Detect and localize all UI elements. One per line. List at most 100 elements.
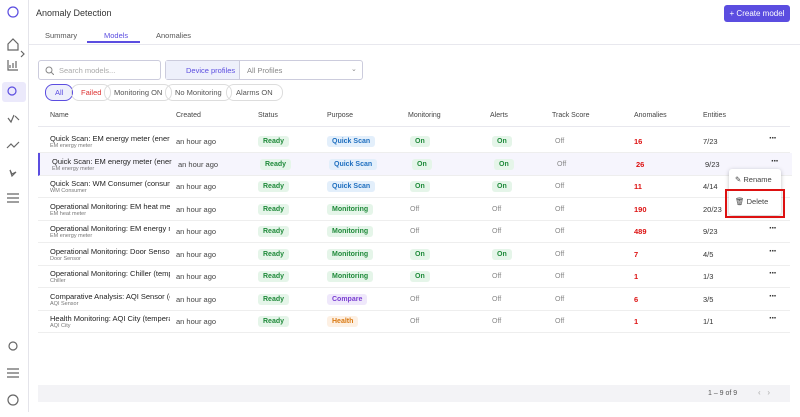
row-actions[interactable]: ··· — [769, 290, 777, 302]
created: an hour ago — [176, 317, 217, 326]
tab[interactable]: Summary — [45, 31, 78, 40]
search-box[interactable]: Search models... — [38, 60, 161, 80]
context-menu: ✎ Rename 🗑 Delete — [729, 169, 781, 215]
model-name: Operational Monitoring: EM energy mete — [50, 224, 170, 233]
track-score: Off — [557, 160, 567, 168]
user-icon[interactable] — [7, 394, 19, 406]
pagination-bar: 1 – 9 of 9 ‹ › — [38, 385, 790, 402]
column-header: Monitoring — [408, 112, 441, 119]
row-actions[interactable]: ··· — [769, 268, 777, 279]
row-actions[interactable]: ··· — [769, 245, 777, 257]
track-score: Off — [555, 295, 565, 303]
created: an hour ago — [176, 272, 217, 281]
alerts: On — [492, 248, 512, 260]
table-row[interactable]: Operational Monitoring: EM energy meteEM… — [38, 220, 790, 243]
entities: 9/23 — [703, 227, 718, 236]
alerts: Off — [492, 318, 502, 325]
table-row[interactable]: Quick Scan: WM Consumer (consumptioWM Co… — [38, 175, 790, 198]
header-divider — [38, 126, 790, 127]
row-actions[interactable]: ··· — [769, 313, 777, 324]
anomalies: 1 — [634, 317, 639, 326]
menu-icon[interactable] — [7, 193, 19, 203]
main: Anomaly Detection + Create model Summary… — [29, 0, 800, 412]
menu-rename[interactable]: ✎ Rename — [735, 175, 772, 184]
monitoring: Off — [410, 205, 420, 213]
menu-delete[interactable]: 🗑 Delete — [735, 197, 769, 206]
profiles-value: All Profiles — [247, 66, 283, 75]
model-name: Operational Monitoring: EM heat meter — [50, 201, 170, 211]
column-header: Anomalies — [634, 112, 667, 119]
entities: 4/14 — [703, 182, 718, 191]
page-title: Anomaly Detection — [36, 8, 112, 18]
home-icon[interactable] — [7, 38, 19, 51]
highlight-box — [725, 189, 785, 218]
sidebar-icons — [2, 6, 26, 406]
chart-icon[interactable] — [7, 60, 18, 71]
pagination: 1 – 9 of 9 — [708, 390, 738, 397]
table-row[interactable]: Quick Scan: EM energy meter (energyCoEM … — [38, 152, 792, 176]
tab-active[interactable]: Models — [104, 31, 129, 40]
table-row[interactable]: Operational Monitoring: Door Sensor (E Do… — [38, 243, 790, 266]
filters-icon[interactable] — [7, 368, 19, 378]
created: an hour ago — [176, 204, 217, 214]
create-button[interactable]: + Create model — [724, 5, 790, 22]
purpose: Monitoring — [327, 226, 374, 237]
purpose: Health — [327, 316, 359, 327]
purpose: Monitoring — [327, 271, 374, 282]
profile-select[interactable]: Device profiles All Profiles ⌄ — [165, 60, 363, 80]
track-score: Off — [555, 228, 565, 235]
entities: 3/5 — [703, 294, 714, 304]
row-actions[interactable]: ··· — [769, 223, 777, 234]
table-row[interactable]: Health Monitoring: AQI City (temperatu AQ… — [38, 310, 790, 333]
column-header: Alerts — [490, 112, 508, 119]
filter-chip[interactable]: Monitoring ON — [104, 84, 173, 101]
column-header: Track Score — [552, 112, 590, 119]
alerts: Off — [492, 295, 502, 303]
search-placeholder: Search models... — [59, 66, 116, 75]
entities: 4/5 — [703, 249, 714, 259]
created: an hour ago — [176, 227, 217, 236]
sparkle-icon[interactable] — [9, 169, 17, 178]
row-actions[interactable]: ··· — [771, 155, 779, 167]
filter-chip[interactable]: Failed — [71, 84, 112, 101]
collapse-icon[interactable] — [20, 50, 25, 58]
entities: 1/3 — [703, 272, 714, 281]
table-row[interactable]: Operational Monitoring: Chiller (tempe Ch… — [38, 265, 790, 288]
model-name: Operational Monitoring: Door Sensor (E — [50, 246, 170, 256]
monitoring: Off — [410, 318, 420, 325]
monitoring: On — [410, 181, 430, 192]
created: an hour ago — [176, 249, 217, 259]
table-row[interactable]: Operational Monitoring: EM heat meter EM … — [38, 198, 790, 221]
model-name: Comparative Analysis: AQI Sensor (o3, t — [50, 291, 170, 301]
track-score: Off — [555, 183, 565, 190]
device-name: EM energy meter — [50, 233, 93, 239]
anomalies: 1 — [634, 272, 639, 281]
device-name: Chiller — [50, 278, 66, 284]
logo — [7, 6, 19, 18]
device-profiles-label: Device profiles — [186, 66, 236, 75]
search-icon[interactable] — [7, 86, 17, 96]
settings-icon[interactable] — [8, 341, 18, 351]
status: Ready — [258, 226, 290, 237]
monitoring: On — [410, 271, 430, 282]
anomalies: 6 — [634, 294, 639, 304]
track-score: Off — [555, 205, 565, 213]
table-row[interactable]: Comparative Analysis: AQI Sensor (o3, tA… — [38, 288, 790, 311]
alerts: On — [492, 136, 512, 147]
filter-chip[interactable]: Alarms ON — [226, 84, 283, 101]
trend-icon[interactable] — [6, 141, 20, 149]
formula-icon[interactable] — [7, 114, 20, 124]
alerts: On — [492, 181, 512, 192]
entities: 20/23 — [703, 204, 722, 214]
filter-chip[interactable]: All — [45, 84, 74, 101]
sidebar — [0, 0, 29, 412]
row-actions[interactable]: ··· — [769, 133, 777, 144]
monitoring: Off — [410, 295, 420, 303]
track-score: Off — [555, 138, 565, 145]
monitoring: On — [410, 248, 430, 260]
status: Ready — [260, 158, 292, 170]
table-row[interactable]: Quick Scan: EM energy meter (energyCoEM … — [38, 130, 790, 153]
tab[interactable]: Anomalies — [156, 31, 192, 40]
filter-chip[interactable]: No Monitoring — [165, 84, 232, 101]
status: Ready — [258, 316, 290, 327]
